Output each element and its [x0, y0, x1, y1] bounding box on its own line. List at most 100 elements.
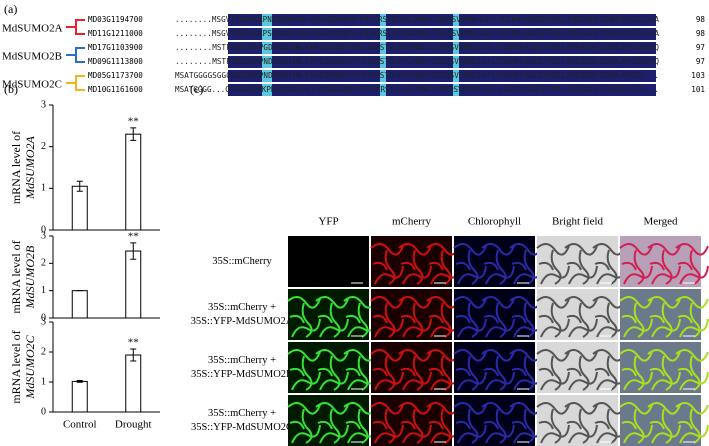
row-label: 35S::mCherry + — [208, 408, 276, 419]
highlight — [262, 70, 272, 82]
row-label: 35S::mCherry + — [208, 302, 276, 313]
sequence-length: 97 — [696, 57, 705, 66]
cell-wall — [675, 349, 709, 391]
cell-wall — [398, 349, 432, 391]
cell-outlines — [536, 349, 626, 391]
cell-wall — [509, 296, 543, 338]
conserved-block — [228, 84, 656, 96]
significance: ** — [128, 337, 139, 349]
cell-wall — [481, 243, 515, 285]
cell-wall — [592, 349, 626, 391]
highlight — [380, 42, 386, 54]
cell-wall — [619, 349, 653, 391]
cell-wall — [453, 243, 487, 285]
micrograph — [620, 289, 701, 340]
micrograph — [288, 236, 369, 287]
y-tick-label: 0 — [41, 224, 46, 235]
panel-label: (a) — [4, 2, 17, 16]
cell-wall — [370, 243, 404, 285]
cell-wall — [426, 243, 460, 285]
cell-wall — [619, 243, 653, 285]
y-tick-label: 2 — [41, 258, 46, 269]
micrograph — [288, 289, 369, 340]
y-tick-label: 2 — [41, 346, 46, 357]
cell-wall — [426, 349, 460, 391]
highlight — [380, 28, 386, 40]
cell-wall — [619, 296, 653, 338]
highlight — [453, 70, 459, 82]
micrograph — [288, 342, 369, 393]
cell-wall — [398, 402, 432, 444]
micrograph — [454, 236, 535, 287]
y-tick-label: 3 — [41, 99, 46, 110]
column-header: Merged — [643, 216, 678, 228]
highlight — [262, 84, 272, 96]
cell-wall — [370, 296, 404, 338]
group-name: MdSUMO2C — [2, 79, 62, 91]
micrograph — [288, 395, 369, 446]
cell-outlines — [536, 243, 626, 285]
error-bar — [130, 242, 137, 260]
cell-wall — [564, 296, 598, 338]
cell-wall — [647, 296, 681, 338]
sequence-length: 97 — [696, 43, 705, 52]
bar — [125, 354, 142, 413]
micrograph — [620, 342, 701, 393]
y-tick-label: 1 — [41, 183, 46, 194]
cell-wall — [343, 349, 377, 391]
cell-wall — [287, 349, 321, 391]
cell-wall — [343, 296, 377, 338]
cell-outlines — [619, 243, 709, 285]
sequence: MSATGGGG...GGGGAEEKKPNDQAAHINLKVKGQDGNEV… — [175, 85, 659, 94]
gene-id: MD11G1211000 — [88, 29, 143, 38]
cell-wall — [426, 296, 460, 338]
cell-wall — [647, 402, 681, 444]
panel-label: (b) — [4, 82, 18, 96]
micrograph — [371, 289, 452, 340]
micrograph — [537, 289, 618, 340]
y-tick-label: 1 — [41, 376, 46, 387]
panel-label: (c) — [190, 82, 203, 96]
cell-outlines — [287, 296, 377, 338]
cell-wall — [536, 296, 570, 338]
cell-outlines — [619, 296, 709, 338]
cell-outlines — [287, 349, 377, 391]
significance: ** — [128, 230, 139, 242]
cell-outlines — [453, 349, 543, 391]
gene-id: MD09G1113800 — [88, 57, 143, 66]
cell-wall — [453, 402, 487, 444]
cell-wall — [647, 349, 681, 391]
micrograph — [537, 342, 618, 393]
y-axis-label: mRNA level of — [9, 131, 23, 204]
highlight — [262, 42, 272, 54]
cell-wall — [647, 243, 681, 285]
cell-wall — [426, 402, 460, 444]
y-axis-label: mRNA level of — [9, 240, 23, 313]
highlight — [453, 84, 459, 96]
cell-wall — [398, 296, 432, 338]
column-header: Bright field — [552, 216, 604, 228]
cell-outlines — [536, 402, 626, 444]
highlight — [453, 28, 459, 40]
cell-wall — [536, 243, 570, 285]
micrograph — [371, 236, 452, 287]
y-tick-label: 1 — [41, 285, 46, 296]
bar — [125, 133, 142, 231]
significance: ** — [128, 115, 139, 127]
x-tick-label: Drought — [115, 419, 152, 431]
sequence: ........MSGVTNQEEKKPSDQAAHINLKVKGQDGNEVF… — [175, 29, 659, 38]
cell-wall — [509, 402, 543, 444]
sequence-length: 98 — [696, 29, 706, 38]
cell-wall — [536, 349, 570, 391]
cell-wall — [315, 296, 349, 338]
cell-wall — [564, 402, 598, 444]
row-label: 35S::mCherry — [212, 256, 272, 267]
cell-outlines — [619, 349, 709, 391]
bracket — [66, 19, 85, 35]
cell-wall — [592, 402, 626, 444]
y-tick-label: 0 — [41, 406, 46, 417]
cell-wall — [675, 296, 709, 338]
cell-outlines — [453, 296, 543, 338]
y-tick-label: 3 — [41, 230, 46, 241]
cell-wall — [675, 243, 709, 285]
